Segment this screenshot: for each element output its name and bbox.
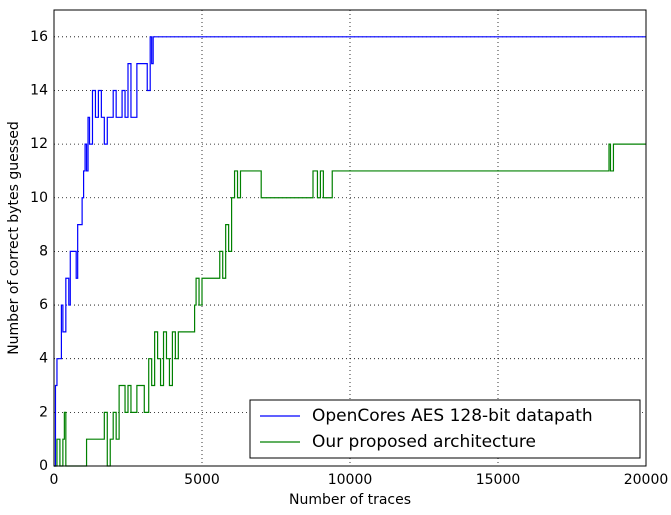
x-tick-label: 15000 [476,472,521,488]
x-axis-label: Number of traces [289,492,411,508]
y-tick-label: 8 [39,243,48,259]
y-tick-label: 0 [39,458,48,474]
legend-box [249,399,641,459]
y-tick-label: 4 [39,351,48,367]
x-tick-label: 0 [50,472,59,488]
legend-label: Our proposed architecture [312,432,536,452]
y-axis-label: Number of correct bytes guessed [6,121,22,355]
x-tick-label: 10000 [328,472,373,488]
line-series [54,36,646,467]
y-tick-label: 14 [30,82,48,98]
y-tick-label: 16 [30,29,48,45]
y-tick-label: 6 [39,297,48,313]
x-tick-label: 20000 [624,472,669,488]
y-tick-label: 12 [30,136,48,152]
plot-frame [53,9,647,467]
y-tick-label: 2 [39,404,48,420]
x-tick-label: 5000 [184,472,220,488]
y-tick-label: 10 [30,190,48,206]
legend-label: OpenCores AES 128-bit datapath [312,406,593,426]
